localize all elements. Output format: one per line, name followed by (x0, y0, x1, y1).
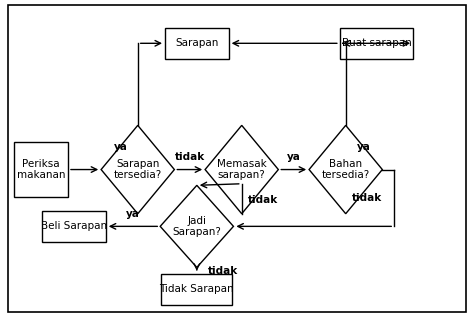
Bar (165, 28, 229, 59)
Text: tidak: tidak (248, 195, 278, 204)
Polygon shape (309, 125, 383, 214)
Text: Jadi
Sarapan?: Jadi Sarapan? (173, 216, 221, 237)
Text: Buat sarapan: Buat sarapan (342, 38, 411, 48)
Text: Periksa
makanan: Periksa makanan (17, 159, 65, 180)
Bar (340, 28, 413, 59)
Text: tidak: tidak (174, 152, 205, 162)
Text: Memasak
sarapan?: Memasak sarapan? (217, 159, 266, 180)
Bar (42, 210, 106, 242)
Polygon shape (101, 125, 174, 214)
Text: Tidak Sarapan: Tidak Sarapan (160, 284, 234, 294)
Text: Sarapan: Sarapan (175, 38, 219, 48)
Text: Sarapan
tersedia?: Sarapan tersedia? (114, 159, 162, 180)
Text: ya: ya (357, 142, 371, 152)
Text: tidak: tidak (208, 266, 238, 275)
Text: ya: ya (287, 152, 301, 162)
Text: Bahan
tersedia?: Bahan tersedia? (321, 159, 370, 180)
Text: ya: ya (114, 142, 128, 152)
Text: Beli Sarapan: Beli Sarapan (41, 221, 107, 231)
Polygon shape (160, 185, 234, 267)
Bar (14, 142, 68, 197)
Bar (161, 274, 232, 305)
Text: tidak: tidak (352, 193, 382, 203)
Polygon shape (205, 125, 278, 214)
Text: ya: ya (126, 209, 140, 219)
